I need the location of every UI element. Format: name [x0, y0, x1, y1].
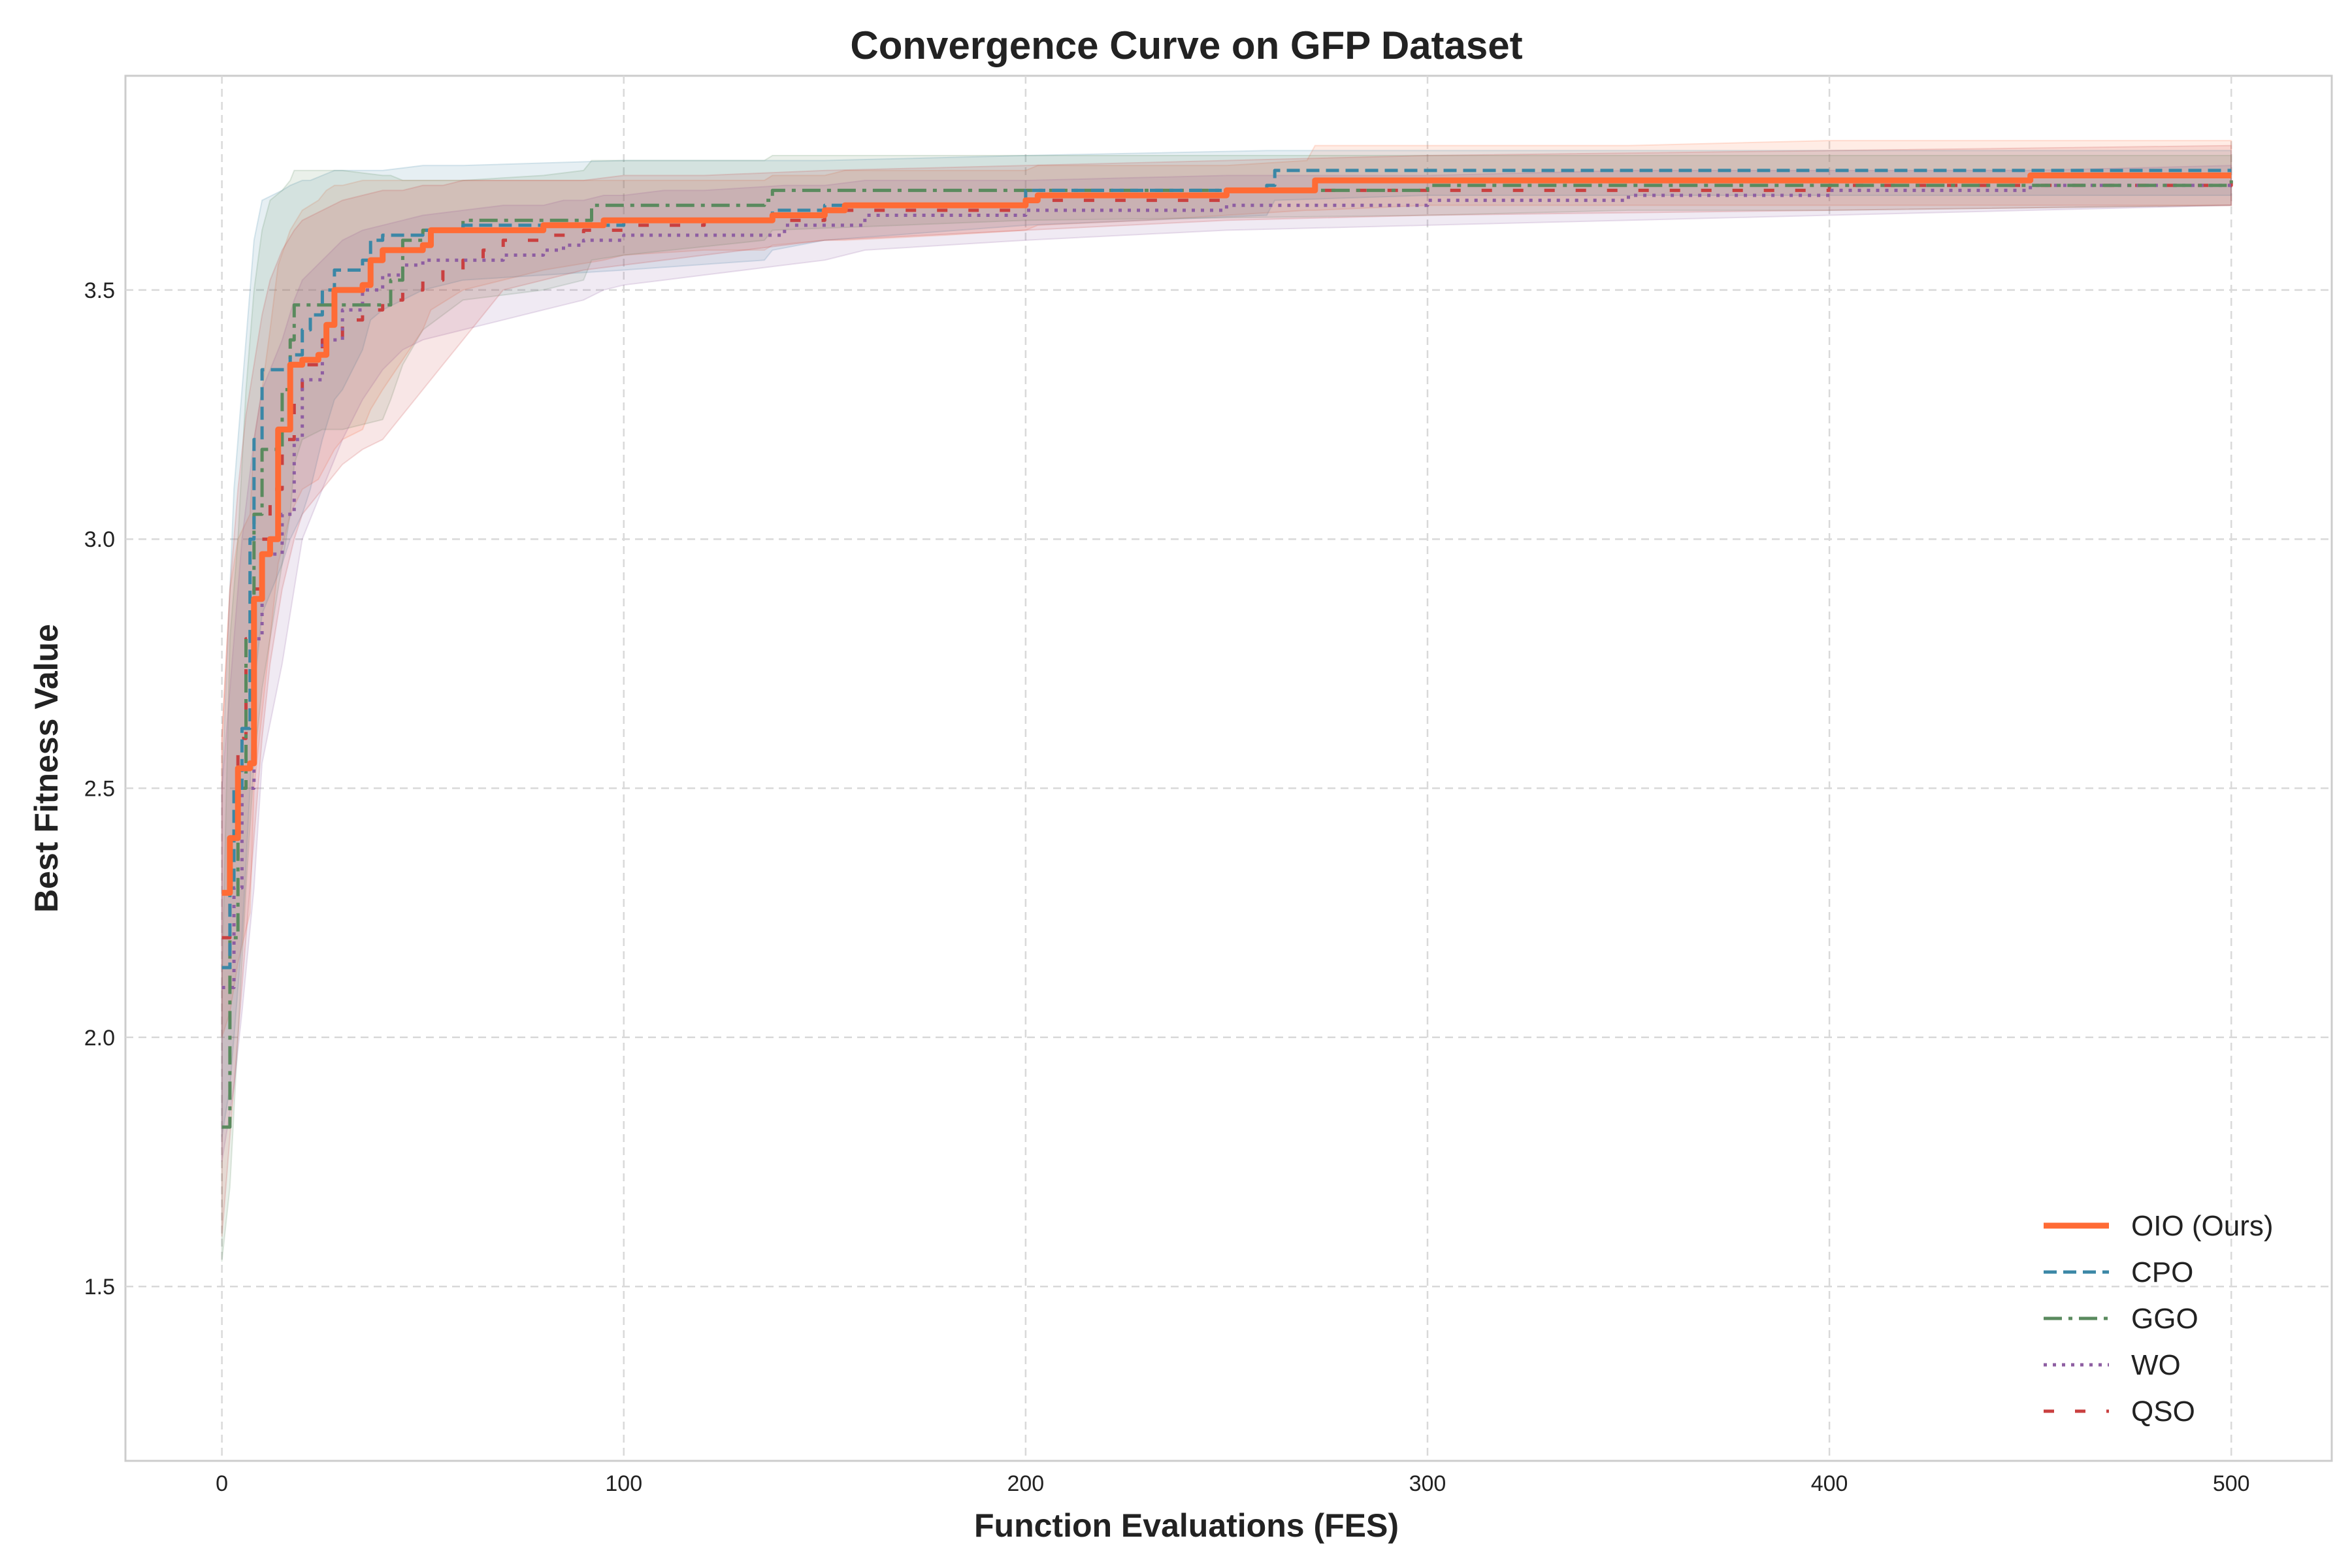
x-tick-label: 0 [216, 1471, 228, 1496]
chart-title: Convergence Curve on GFP Dataset [850, 24, 1522, 67]
x-axis-label: Function Evaluations (FES) [974, 1507, 1399, 1544]
x-tick-label: 500 [2213, 1471, 2250, 1496]
series-line-oio-ours [221, 172, 2232, 896]
legend-label: CPO [2131, 1256, 2193, 1288]
y-tick-label: 1.5 [84, 1275, 115, 1299]
x-tick-label: 100 [605, 1471, 642, 1496]
y-tick-label: 3.0 [84, 527, 115, 552]
series-lines [221, 169, 2233, 1129]
legend-label: OIO (Ours) [2131, 1210, 2274, 1242]
band-qso [221, 144, 2232, 1237]
legend-label: GGO [2131, 1303, 2198, 1335]
y-tick-label: 2.5 [84, 777, 115, 802]
y-tick-label: 3.5 [84, 278, 115, 303]
band-wo [221, 165, 2232, 1162]
tick-labels: 0 100 200 300 400 500 1.5 2.0 2.5 3.0 3.5 [84, 278, 2250, 1496]
legend-label: WO [2131, 1349, 2181, 1381]
series-line-ggo [221, 180, 2233, 1129]
x-tick-label: 400 [1811, 1471, 1848, 1496]
grid-layer [125, 76, 2332, 1461]
legend: OIO (Ours) CPO GGO WO QSO [2044, 1210, 2274, 1428]
legend-label: QSO [2131, 1396, 2195, 1428]
x-tick-label: 200 [1007, 1471, 1044, 1496]
plot-area [124, 74, 2333, 1462]
y-axis-label: Best Fitness Value [28, 624, 65, 913]
x-tick-label: 300 [1409, 1471, 1446, 1496]
y-tick-label: 2.0 [84, 1026, 115, 1051]
